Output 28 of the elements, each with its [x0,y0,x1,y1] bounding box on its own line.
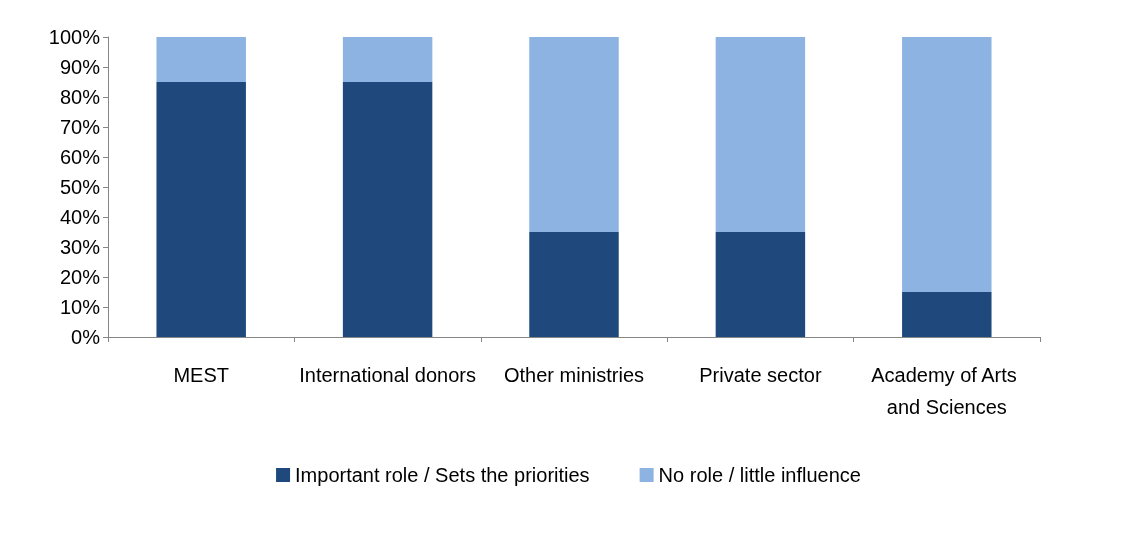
legend-label: No role / little influence [658,464,861,486]
bar [715,232,806,337]
x-tick-label: MEST [173,364,229,386]
bar [342,82,433,337]
bar [156,82,246,337]
bar [156,37,246,82]
y-tick-label: 70% [59,116,101,138]
y-tick-label: 100% [48,26,101,48]
x-tick-label: International donors [299,364,476,386]
bar [715,37,806,232]
y-tick-label: 0% [71,326,101,348]
bar [529,232,619,337]
y-tick-label: 80% [59,86,101,108]
y-tick-label: 10% [59,296,101,318]
y-tick-label: 40% [59,206,101,228]
y-tick-label: 50% [59,176,101,198]
bar [529,37,619,232]
x-tick-label: Other ministries [503,364,645,386]
legend-label: Important role / Sets the priorities [295,464,590,486]
bar [342,37,433,82]
bar [902,292,992,337]
y-tick-label: 90% [59,56,101,78]
bar [902,37,992,292]
y-tick-label: 20% [59,266,101,288]
x-tick-label: Academy of Arts and Sciences [871,364,1023,418]
y-tick-label: 30% [59,236,101,258]
x-tick-label: Private sector [699,364,822,386]
y-tick-label: 60% [59,146,101,168]
